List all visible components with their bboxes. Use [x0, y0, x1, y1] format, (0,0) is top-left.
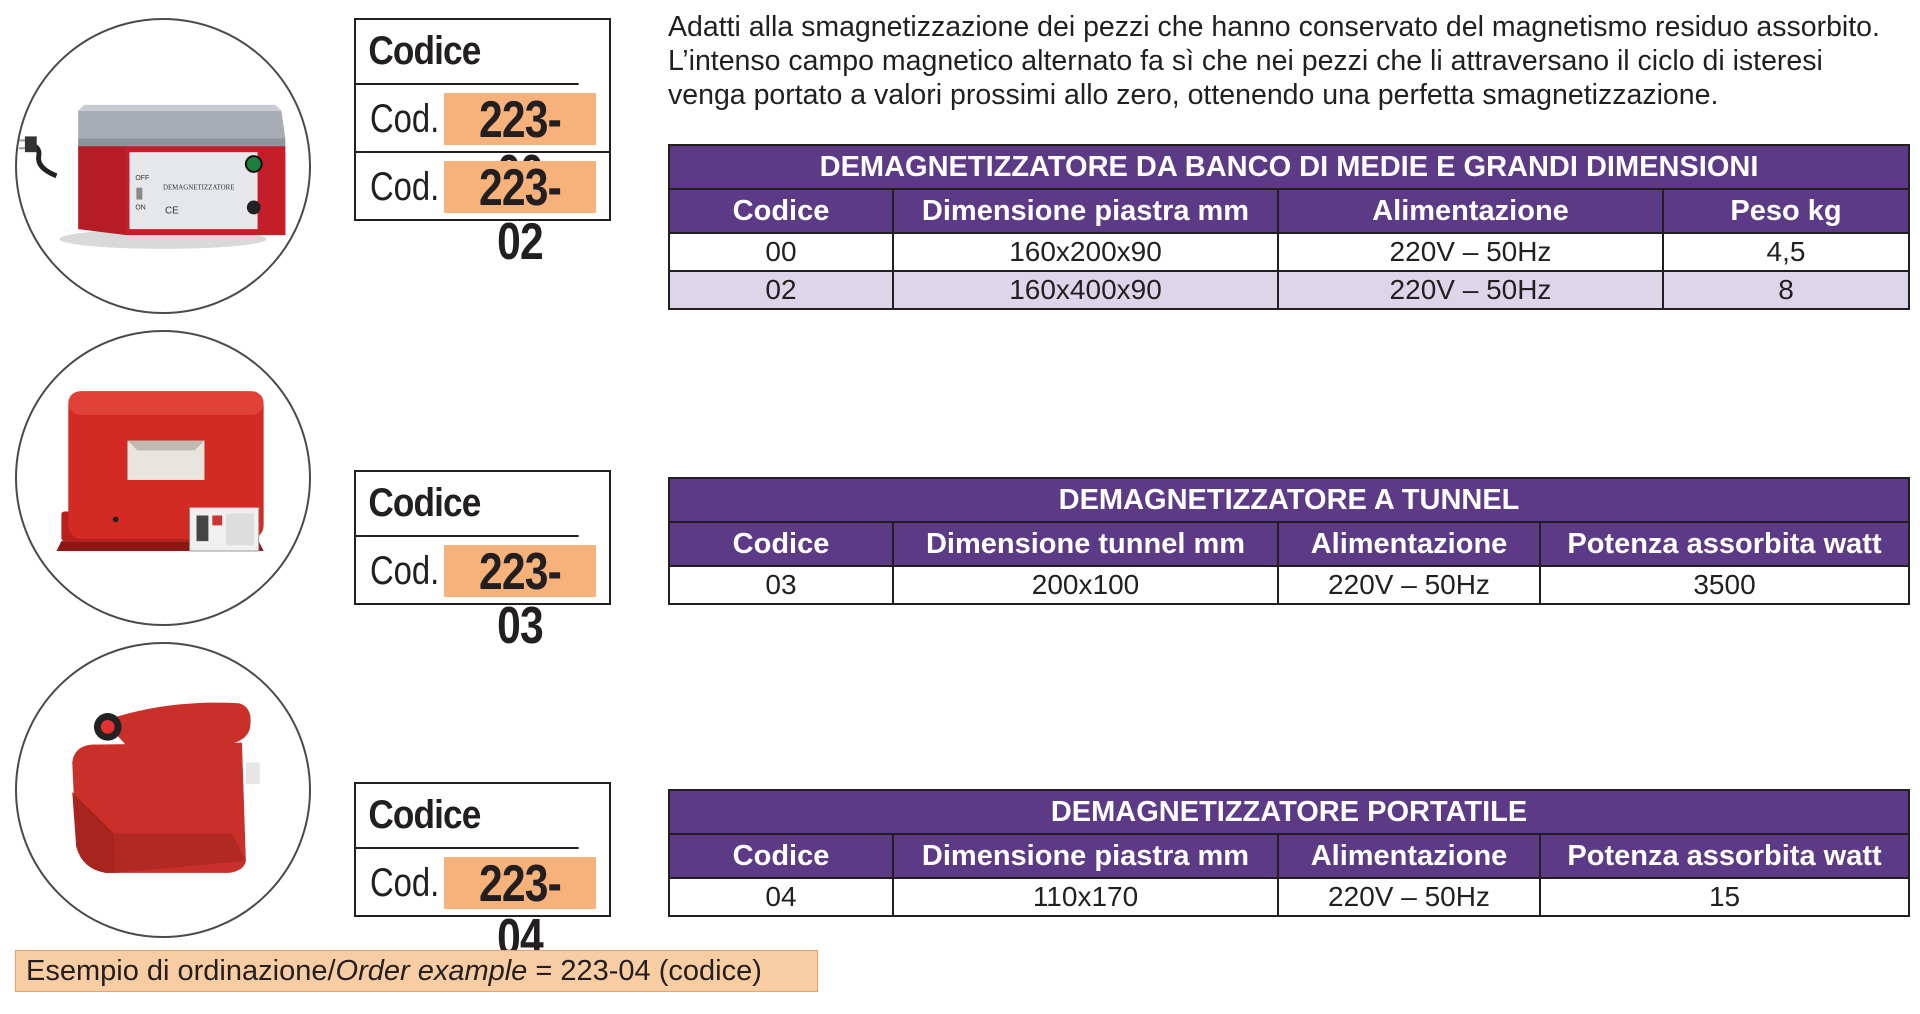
- bench-demagnetizer-illustration: DEMAGNETIZZATORE OFF ON CE: [18, 104, 286, 249]
- tunnel-demagnetizer-table: DEMAGNETIZZATORE A TUNNEL Codice Dimensi…: [667, 477, 1911, 605]
- code-box-header: Codice: [356, 20, 579, 85]
- portable-demagnetizer-illustration: [72, 702, 260, 873]
- code-box-header: Codice: [356, 472, 579, 537]
- table-title: DEMAGNETIZZATORE DA BANCO DI MEDIE E GRA…: [667, 144, 1911, 190]
- column-header: Codice: [668, 521, 894, 567]
- switch-off-label: OFF: [135, 175, 149, 182]
- table-cell: 3500: [1538, 565, 1911, 605]
- column-header: Dimensione piastra mm: [892, 833, 1279, 879]
- table-header-row: Codice Dimensione piastra mm Alimentazio…: [668, 833, 1911, 879]
- column-header: Alimentazione: [1277, 188, 1664, 234]
- table-title-row: DEMAGNETIZZATORE DA BANCO DI MEDIE E GRA…: [667, 144, 1911, 190]
- code-box-tunnel: Codice Cod. 223-03: [354, 470, 611, 653]
- code-prefix: Cod.: [370, 165, 440, 209]
- table-row: 03 200x100 220V – 50Hz 3500: [668, 565, 1911, 605]
- table-cell: 00: [668, 232, 894, 272]
- table-cell: 110x170: [892, 877, 1279, 917]
- table-row: 02 160x400x90 220V – 50Hz 8: [668, 270, 1911, 310]
- code-prefix: Cod.: [370, 97, 440, 141]
- code-prefix: Cod.: [370, 549, 440, 593]
- tunnel-demagnetizer-illustration: [56, 391, 264, 552]
- portable-demagnetizer-table: DEMAGNETIZZATORE PORTATILE Codice Dimens…: [667, 789, 1911, 917]
- table-cell: 220V – 50Hz: [1277, 232, 1664, 272]
- code-prefix: Cod.: [370, 861, 440, 905]
- table-title: DEMAGNETIZZATORE PORTATILE: [667, 789, 1911, 835]
- plate-label: DEMAGNETIZZATORE: [163, 185, 234, 192]
- column-header: Codice: [668, 188, 894, 234]
- ce-mark: CE: [165, 205, 179, 216]
- code-box-portable: Codice Cod. 223-04: [354, 782, 611, 965]
- table-row: 00 160x200x90 220V – 50Hz 4,5: [668, 232, 1911, 272]
- code-number: 223-02: [444, 161, 596, 269]
- column-header: Codice: [668, 833, 894, 879]
- order-example-suffix: = 223-04 (codice): [527, 955, 762, 987]
- portable-demagnetizer-image: [15, 642, 311, 938]
- table-cell: 220V – 50Hz: [1277, 877, 1541, 917]
- table-row: 04 110x170 220V – 50Hz 15: [668, 877, 1911, 917]
- tunnel-demagnetizer-image: [15, 330, 311, 626]
- table-cell: 200x100: [892, 565, 1279, 605]
- column-header: Dimensione piastra mm: [892, 188, 1279, 234]
- code-row: Cod. 223-04: [356, 849, 609, 965]
- switch-on-label: ON: [135, 204, 145, 211]
- bench-demagnetizer-image: DEMAGNETIZZATORE OFF ON CE: [15, 18, 311, 314]
- column-header: Potenza assorbita watt: [1538, 521, 1911, 567]
- code-row: Cod. 223-02: [356, 153, 609, 269]
- table-cell: 04: [668, 877, 894, 917]
- code-box-header: Codice: [356, 784, 579, 849]
- column-header: Peso kg: [1661, 188, 1911, 234]
- order-example-italic: Order example: [335, 955, 528, 987]
- order-example-prefix: Esempio di ordinazione/: [26, 955, 336, 987]
- product-description: Adatti alla smagnetizzazione dei pezzi c…: [668, 11, 1880, 111]
- table-header-row: Codice Dimensione tunnel mm Alimentazion…: [668, 521, 1911, 567]
- table-cell: 220V – 50Hz: [1277, 565, 1541, 605]
- column-header: Alimentazione: [1277, 833, 1541, 879]
- code-row: Cod. 223-00: [356, 85, 609, 201]
- code-number: 223-00: [444, 93, 596, 201]
- table-cell: 160x400x90: [892, 270, 1279, 310]
- column-header: Alimentazione: [1277, 521, 1541, 567]
- bench-demagnetizer-table: DEMAGNETIZZATORE DA BANCO DI MEDIE E GRA…: [667, 144, 1911, 310]
- table-cell: 160x200x90: [892, 232, 1279, 272]
- order-example: Esempio di ordinazione/Order example = 2…: [15, 950, 818, 992]
- table-cell: 02: [668, 270, 894, 310]
- table-header-row: Codice Dimensione piastra mm Alimentazio…: [668, 188, 1911, 234]
- code-row: Cod. 223-03: [356, 537, 609, 653]
- table-cell: 15: [1538, 877, 1911, 917]
- table-title: DEMAGNETIZZATORE A TUNNEL: [667, 477, 1911, 523]
- table-cell: 03: [668, 565, 894, 605]
- column-header: Dimensione tunnel mm: [892, 521, 1279, 567]
- code-number: 223-04: [444, 857, 596, 965]
- table-cell: 4,5: [1661, 232, 1911, 272]
- column-header: Potenza assorbita watt: [1538, 833, 1911, 879]
- table-title-row: DEMAGNETIZZATORE PORTATILE: [667, 789, 1911, 835]
- table-cell: 220V – 50Hz: [1277, 270, 1664, 310]
- table-cell: 8: [1661, 270, 1911, 310]
- table-title-row: DEMAGNETIZZATORE A TUNNEL: [667, 477, 1911, 523]
- code-box-bench: Codice Cod. 223-00 Cod. 223-02: [354, 18, 611, 269]
- code-number: 223-03: [444, 545, 596, 653]
